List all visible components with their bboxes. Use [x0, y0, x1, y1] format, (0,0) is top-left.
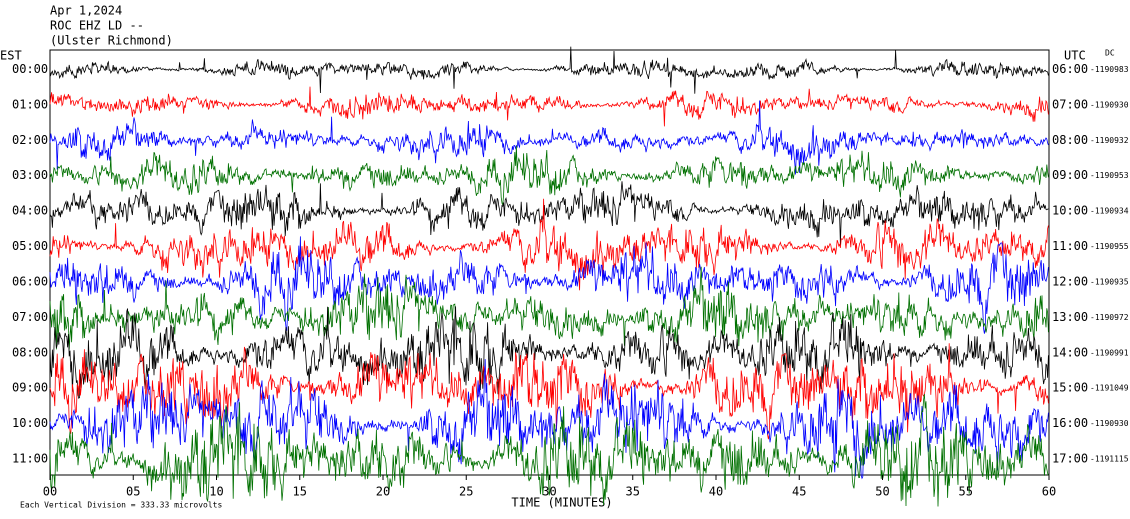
trace [49, 198, 1049, 291]
est-hour-label: 11:00 [12, 452, 48, 466]
dc-value: -1190955 [1090, 242, 1129, 251]
est-hour-label: 03:00 [12, 168, 48, 182]
utc-hour-label: 08:00 [1052, 133, 1088, 147]
est-hour-label: 10:00 [12, 416, 48, 430]
dc-value: -1191115 [1090, 455, 1129, 464]
utc-hour-label: 10:00 [1052, 204, 1088, 218]
x-tick-label: 45 [792, 485, 806, 499]
dc-value: -1190983 [1090, 65, 1129, 74]
est-label: EST [0, 49, 22, 63]
trace [49, 86, 1049, 127]
est-hour-label: 06:00 [12, 274, 48, 288]
x-tick-label: 40 [709, 485, 723, 499]
est-hour-label: 07:00 [12, 310, 48, 324]
x-tick-label: 15 [293, 485, 307, 499]
dc-value: -1191049 [1090, 384, 1129, 393]
trace [49, 181, 1049, 245]
x-tick-label: 50 [875, 485, 889, 499]
x-tick-label: 05 [126, 485, 140, 499]
est-hour-label: 08:00 [12, 345, 48, 359]
trace [49, 306, 1049, 399]
est-hour-label: 01:00 [12, 97, 48, 111]
x-tick-label: 20 [376, 485, 390, 499]
x-tick-label: 55 [959, 485, 973, 499]
x-tick-label: 00 [43, 485, 57, 499]
dc-value: -1190972 [1090, 313, 1129, 322]
dc-label: DC [1105, 49, 1115, 58]
location: (Ulster Richmond) [50, 34, 173, 48]
x-tick-label: 60 [1042, 485, 1056, 499]
trace [49, 46, 1049, 94]
dc-value: -1190930 [1090, 419, 1129, 428]
trace [49, 236, 1049, 334]
trace [49, 145, 1049, 206]
dc-value: -1190991 [1090, 348, 1129, 357]
est-hour-label: 00:00 [12, 62, 48, 76]
utc-hour-label: 09:00 [1052, 168, 1088, 182]
x-tick-label: 25 [459, 485, 473, 499]
dc-value: -1190934 [1090, 207, 1129, 216]
utc-hour-label: 13:00 [1052, 310, 1088, 324]
date: Apr 1,2024 [50, 4, 122, 18]
x-tick-label: 30 [542, 485, 556, 499]
dc-value: -1190953 [1090, 171, 1129, 180]
utc-hour-label: 14:00 [1052, 345, 1088, 359]
trace [49, 266, 1049, 350]
utc-hour-label: 06:00 [1052, 62, 1088, 76]
dc-value: -1190932 [1090, 136, 1129, 145]
x-tick-label: 10 [209, 485, 223, 499]
est-hour-label: 02:00 [12, 133, 48, 147]
trace [49, 393, 1049, 507]
utc-hour-label: 11:00 [1052, 239, 1088, 253]
est-hour-label: 04:00 [12, 204, 48, 218]
dc-value: -1190930 [1090, 100, 1129, 109]
est-hour-label: 05:00 [12, 239, 48, 253]
footnote: Each Vertical Division = 333.33 microvol… [20, 501, 222, 510]
x-tick-label: 35 [626, 485, 640, 499]
trace [49, 343, 1049, 440]
utc-hour-label: 15:00 [1052, 381, 1088, 395]
trace [49, 359, 1049, 480]
utc-hour-label: 12:00 [1052, 274, 1088, 288]
station: ROC EHZ LD -- [50, 19, 144, 33]
est-hour-label: 09:00 [12, 381, 48, 395]
dc-value: -1190935 [1090, 277, 1129, 286]
utc-hour-label: 17:00 [1052, 452, 1088, 466]
utc-hour-label: 16:00 [1052, 416, 1088, 430]
trace [49, 100, 1049, 175]
x-axis-title: TIME (MINUTES) [511, 496, 612, 510]
utc-hour-label: 07:00 [1052, 97, 1088, 111]
utc-label: UTC [1064, 49, 1086, 63]
